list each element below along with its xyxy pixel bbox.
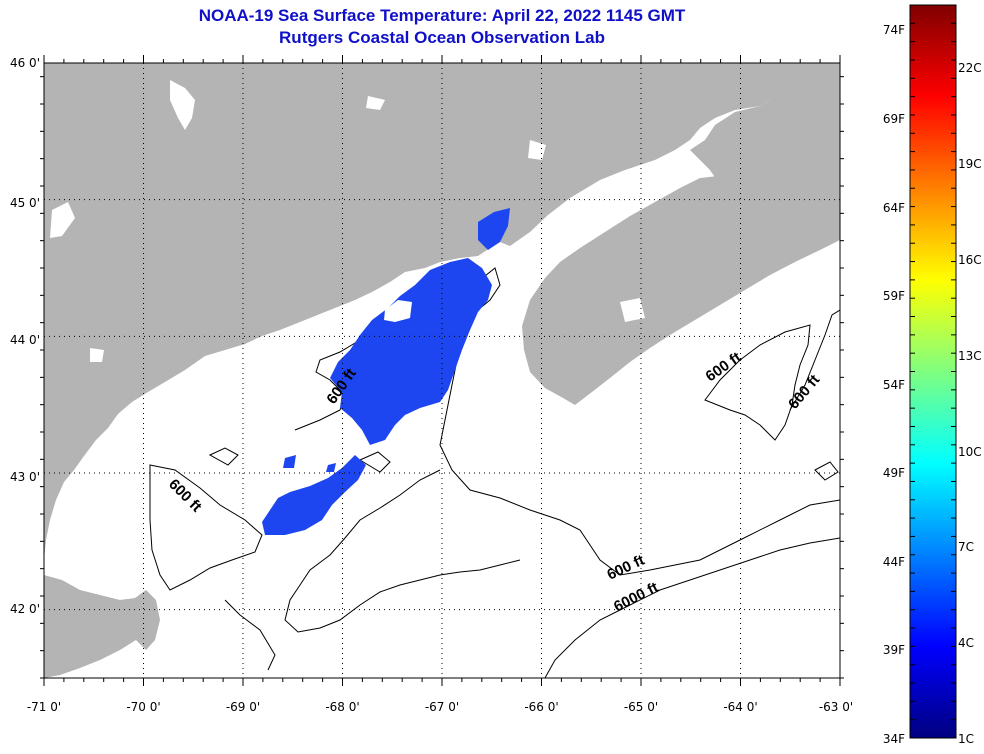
contour-small [814,461,839,481]
lon-tick-label: -69 0' [226,700,260,714]
contour-600ft-east [704,324,811,441]
lon-tick-label: -67 0' [425,700,459,714]
colorbar-c-label: 4C [958,636,974,650]
sst-patch-spot [283,455,296,468]
lon-tick-label: -71 0' [27,700,61,714]
lon-tick-label: -65 0' [624,700,658,714]
latitude-axis: 46 0' 45 0' 44 0' 43 0' 42 0' [10,56,40,616]
lat-tick-label: 43 0' [10,470,40,484]
colorbar-f-label: 64F [883,201,905,215]
sst-patch-south [262,455,366,535]
contour-6000ft [544,537,840,678]
colorbar: 74F 69F 64F 59F 54F 49F 44F 39F 34F 22C … [883,4,982,746]
colorbar-f-label: 54F [883,378,905,392]
colorbar-f-label: 74F [883,23,905,37]
cloud-patch [384,300,412,322]
map-title: NOAA-19 Sea Surface Temperature: April 2… [198,6,686,25]
colorbar-c-label: 16C [958,253,982,267]
colorbar-f-label: 44F [883,555,905,569]
lat-tick-label: 42 0' [10,602,40,616]
cloud-patch [50,202,75,238]
colorbar-f-label: 49F [883,466,905,480]
cloud-patch [170,80,195,130]
land-maine-newbrunswick [44,63,770,560]
colorbar-f-label: 59F [883,289,905,303]
lon-tick-label: -68 0' [325,700,359,714]
cloud-patch [528,140,546,160]
longitude-axis: -71 0' -70 0' -69 0' -68 0' -67 0' -66 0… [27,700,853,714]
contour-600ft-west [149,464,263,591]
land-fundy-north [690,63,840,250]
sst-patch-spot [326,463,336,472]
sst-patch-north [478,208,510,250]
lat-tick-label: 44 0' [10,333,40,347]
bathymetry-contours [149,267,840,678]
lat-tick-label: 45 0' [10,196,40,210]
colorbar-ticks [910,4,956,739]
sst-patch-central [330,258,492,445]
lon-tick-label: -63 0' [819,700,853,714]
lon-tick-label: -70 0' [126,700,160,714]
colorbar-f-label: 34F [883,732,905,746]
colorbar-c-label: 19C [958,157,982,171]
cloud-patch [620,298,645,322]
colorbar-c-label: 22C [958,61,982,75]
land-nova-scotia [522,176,840,405]
colorbar-c-label: 1C [958,732,974,746]
land-cape-cod [44,575,160,678]
contour-600ft-georges [284,469,521,633]
colorbar-f-label: 69F [883,112,905,126]
contour-small [208,447,239,466]
colorbar-f-label: 39F [883,643,905,657]
lon-tick-label: -64 0' [723,700,757,714]
contour-small [358,451,391,473]
cloud-patch [90,348,104,362]
lon-tick-label: -66 0' [524,700,558,714]
colorbar-c-label: 10C [958,445,982,459]
map-subtitle: Rutgers Coastal Ocean Observation Lab [279,28,605,47]
axis-ticks [40,55,844,686]
colorbar-c-label: 7C [958,540,974,554]
colorbar-ramp [909,4,957,739]
contour-600ft-far-east [789,309,840,411]
sst-blue-patch [262,208,510,535]
colorbar-c-label: 13C [958,349,982,363]
cloud-patch [366,96,385,110]
lat-tick-label: 46 0' [10,56,40,70]
